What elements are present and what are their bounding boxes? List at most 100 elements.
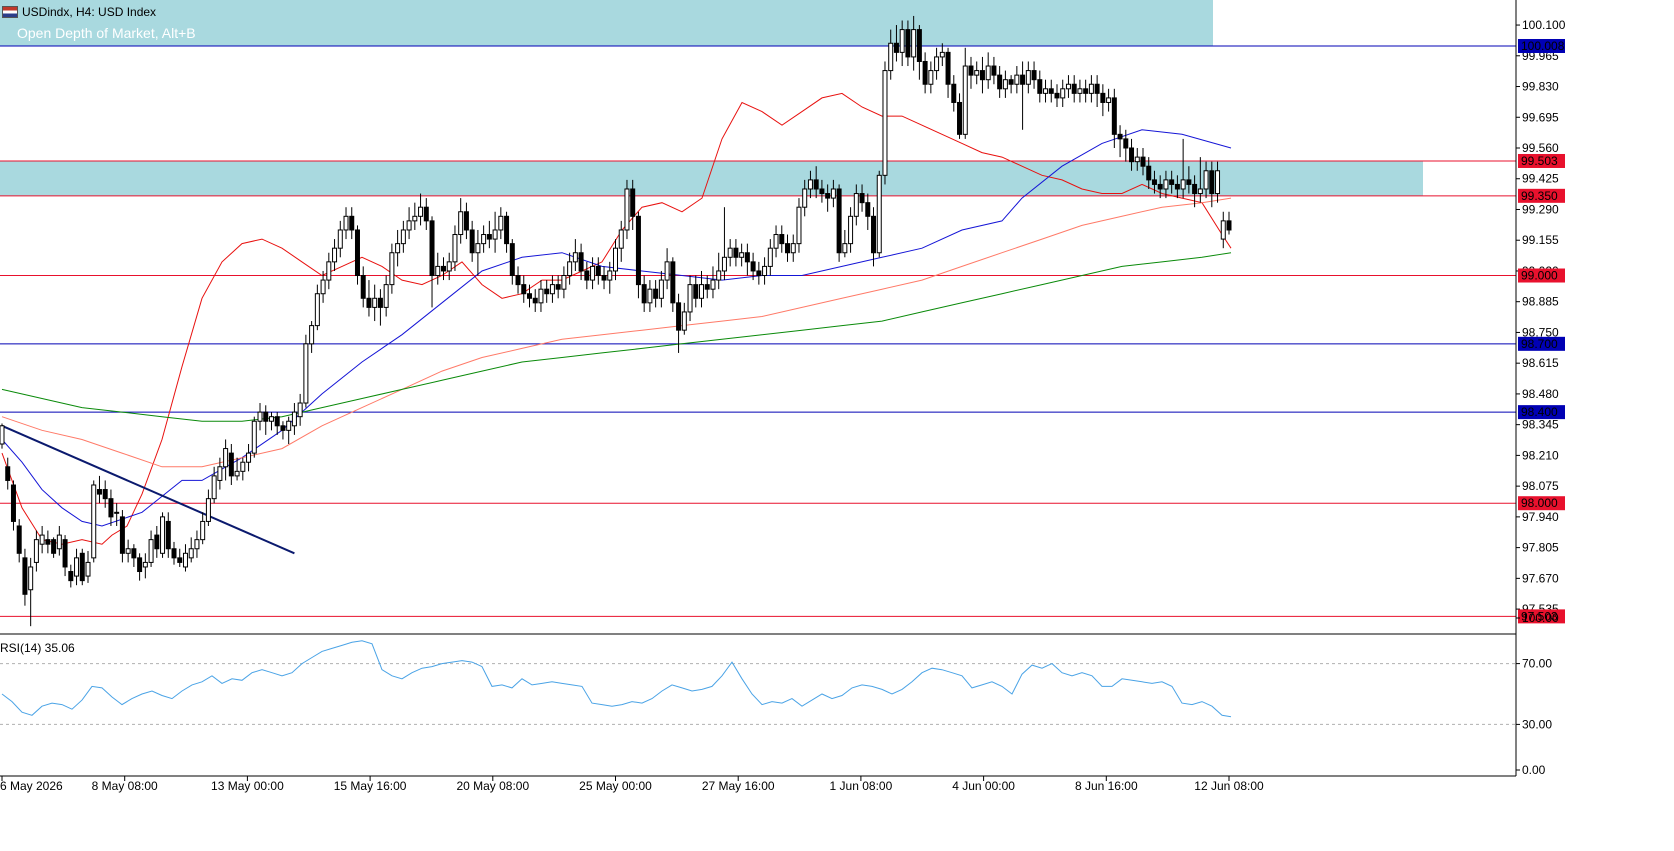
candle-body [584,270,590,281]
candle [1180,138,1186,199]
candle-body [911,29,917,58]
candle-body [1220,220,1226,240]
price-chart[interactable] [0,0,1516,635]
candle [521,275,527,303]
level-tag-8 [1518,609,1565,624]
candle [182,544,188,572]
candle [400,220,406,253]
candle-body [429,220,435,277]
candle-body [246,452,252,463]
candle-body [848,215,854,245]
candle-body [1048,88,1054,94]
candle [934,47,940,80]
candle-body [1106,97,1112,103]
candle-body [96,489,102,495]
candle [343,207,349,240]
candle [785,234,791,262]
candle [710,266,716,299]
candle-body [859,193,865,204]
candle [274,412,280,435]
candle [1077,79,1083,103]
candle [653,280,659,308]
candle [85,551,91,583]
candle [779,225,785,253]
candle [498,207,504,240]
candle-body [825,193,831,199]
candle-body [968,65,974,76]
price-tick-label: 97.805 [1522,541,1559,555]
candle [148,530,154,567]
candle [595,257,601,285]
candle [33,530,39,572]
candle [762,257,768,285]
candle-body [309,325,315,345]
candle [991,56,997,85]
candle [790,234,796,262]
candle-body [102,489,108,500]
candle-body [515,275,521,286]
candle-body [332,247,338,263]
price-tick-label: 100.100 [1522,18,1566,32]
candle [263,405,269,435]
candle-body [85,561,91,577]
candle [28,557,34,627]
candle [1002,70,1008,98]
candle-body [985,65,991,81]
candle [39,525,45,554]
candle [773,225,779,258]
candle-body [618,229,624,249]
candle-body [148,539,154,563]
candle-body [1123,138,1129,149]
candle [951,75,957,112]
candle [412,202,418,230]
candle-body [681,311,687,331]
price-tick-label: 99.155 [1522,233,1559,247]
candle-body [1094,83,1100,94]
level-tag-6 [1518,405,1565,420]
rsi-indicator[interactable]: RSI(14) 35.06 [0,640,1516,725]
candle [389,243,395,294]
candle [200,512,206,545]
candle-body [750,261,756,272]
candle-body [1180,179,1186,190]
candle-body [853,193,859,217]
candle [1025,61,1031,94]
candle-body [1151,179,1157,185]
price-tick-label: 99.695 [1522,110,1559,124]
candle-body [165,520,171,550]
candle [1192,175,1198,208]
candle [928,61,934,94]
candle-body [418,206,424,217]
candle [1111,88,1117,149]
candle-body [893,42,899,53]
candle-body [888,42,894,72]
level-tag-label-6: 98.400 [1521,405,1558,419]
candle [974,61,980,85]
candle-body [544,288,550,295]
candle-body [1146,165,1152,181]
depth-of-market-tip[interactable]: Open Depth of Market, Alt+B [11,23,205,44]
candle-body [899,29,905,53]
candle [423,198,429,230]
candle-body [498,215,504,231]
candle [1054,84,1060,108]
candle-body [653,288,659,299]
candle [1037,70,1043,103]
candle [108,489,114,526]
candle [997,66,1003,98]
candle-body [1192,183,1198,195]
candle-body [108,498,114,518]
candle-body [916,29,922,62]
candle-body [561,275,567,290]
candle [658,270,664,308]
candle-body [1157,183,1163,190]
candle [830,179,836,208]
candle-body [343,215,349,231]
candle-body [45,539,51,545]
candle [624,179,630,240]
candle-body [234,470,240,477]
moving-average-salmon [1,197,1232,468]
candle [395,229,401,267]
candle [205,489,211,526]
